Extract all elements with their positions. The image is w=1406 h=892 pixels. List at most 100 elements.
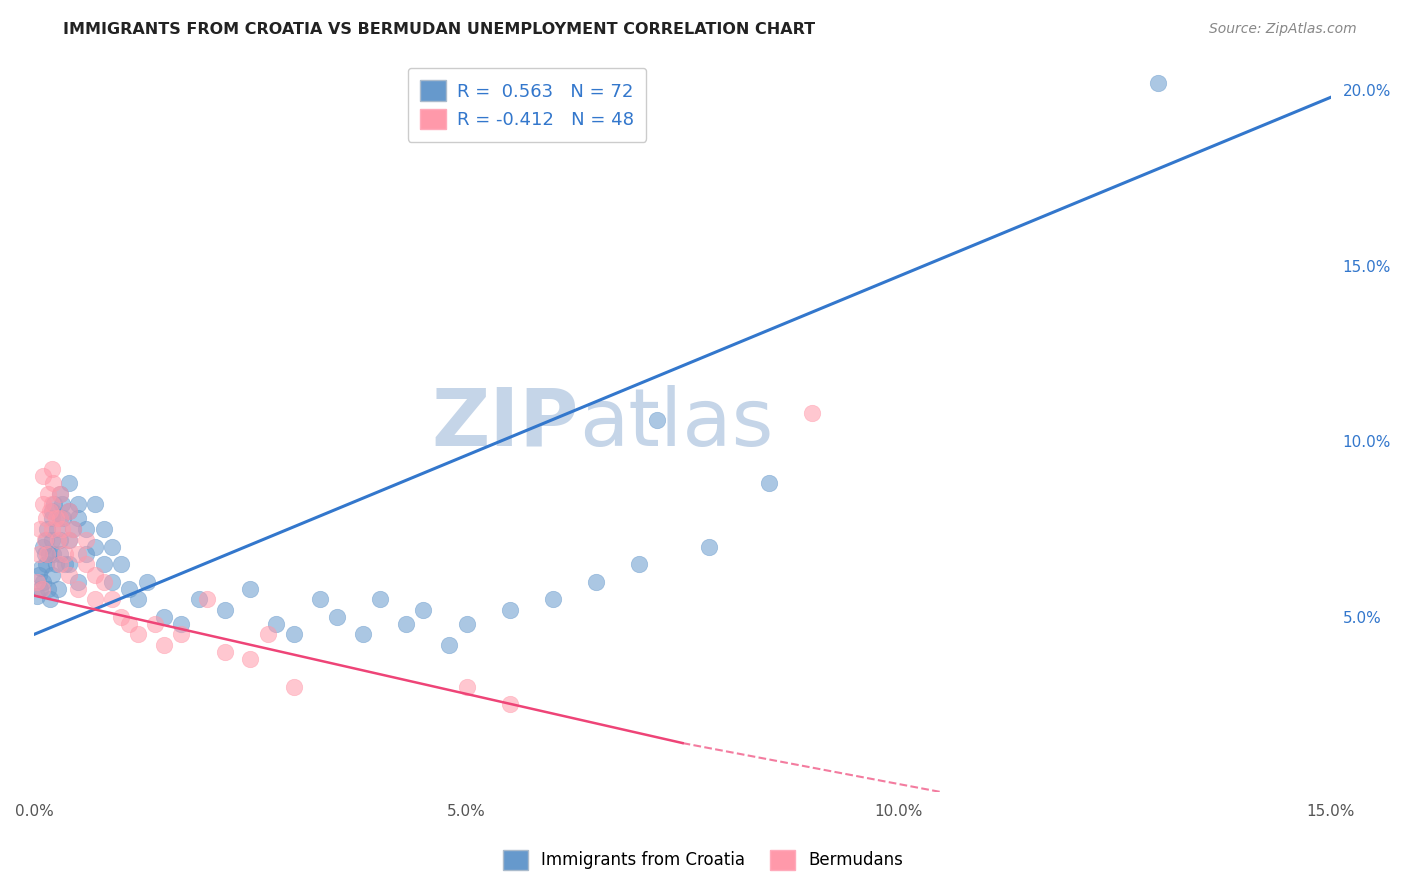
Point [58,504,80,518]
Point [42,547,65,561]
Point [49,557,72,571]
Point [266,616,288,631]
Point [75,522,97,536]
Point [499,698,522,712]
Point [308,592,330,607]
Point [53,557,76,571]
Point [585,574,607,589]
Point [41,567,63,582]
Point [83,540,105,554]
Point [110,609,132,624]
Point [101,540,124,554]
Point [62,522,84,536]
Point [37,582,59,596]
Point [32,574,55,589]
Point [41,462,63,476]
Point [42,476,65,491]
Point [45,522,67,536]
Point [37,547,59,561]
Point [31,582,53,596]
Point [41,511,63,525]
Point [58,533,80,547]
Point [145,616,167,631]
Point [35,557,58,571]
Point [49,487,72,501]
Point [195,592,218,607]
Point [153,609,176,624]
Point [439,638,461,652]
Point [39,504,62,518]
Point [28,567,51,582]
Point [52,511,75,525]
Point [326,609,349,624]
Point [628,557,651,571]
Point [66,582,89,596]
Point [30,560,52,574]
Legend: R =  0.563   N = 72, R = -0.412   N = 48: R = 0.563 N = 72, R = -0.412 N = 48 [408,68,647,142]
Point [283,627,305,641]
Point [352,627,374,641]
Point [499,603,522,617]
Point [118,616,141,631]
Point [153,638,176,652]
Point [239,652,262,666]
Point [37,487,59,501]
Point [49,487,72,501]
Point [214,603,236,617]
Point [25,574,48,589]
Point [127,627,149,641]
Point [28,547,51,561]
Point [412,603,434,617]
Point [93,557,115,571]
Point [83,592,105,607]
Point [75,533,97,547]
Point [49,547,72,561]
Point [32,540,55,554]
Point [49,533,72,547]
Point [645,413,668,427]
Point [187,592,209,607]
Point [110,557,132,571]
Point [1147,76,1170,90]
Point [58,567,80,582]
Point [39,592,62,607]
Point [46,582,69,596]
Point [118,582,141,596]
Point [697,540,720,554]
Point [34,533,56,547]
Point [456,680,478,694]
Point [49,511,72,525]
Point [53,547,76,561]
Point [41,522,63,536]
Point [37,522,59,536]
Point [25,589,48,603]
Point [101,574,124,589]
Point [93,522,115,536]
Point [170,616,193,631]
Point [456,616,478,631]
Point [38,547,60,561]
Point [135,574,157,589]
Text: ZIP: ZIP [432,384,579,463]
Point [83,567,105,582]
Point [101,592,124,607]
Point [170,627,193,641]
Point [239,582,262,596]
Point [45,511,67,525]
Text: Source: ZipAtlas.com: Source: ZipAtlas.com [1209,22,1357,37]
Point [541,592,564,607]
Point [58,476,80,491]
Point [256,627,278,641]
Point [32,497,55,511]
Point [283,680,305,694]
Point [41,533,63,547]
Point [41,497,63,511]
Point [34,533,56,547]
Point [30,522,52,536]
Point [45,557,67,571]
Point [214,645,236,659]
Point [66,497,89,511]
Point [58,533,80,547]
Point [83,497,105,511]
Point [34,547,56,561]
